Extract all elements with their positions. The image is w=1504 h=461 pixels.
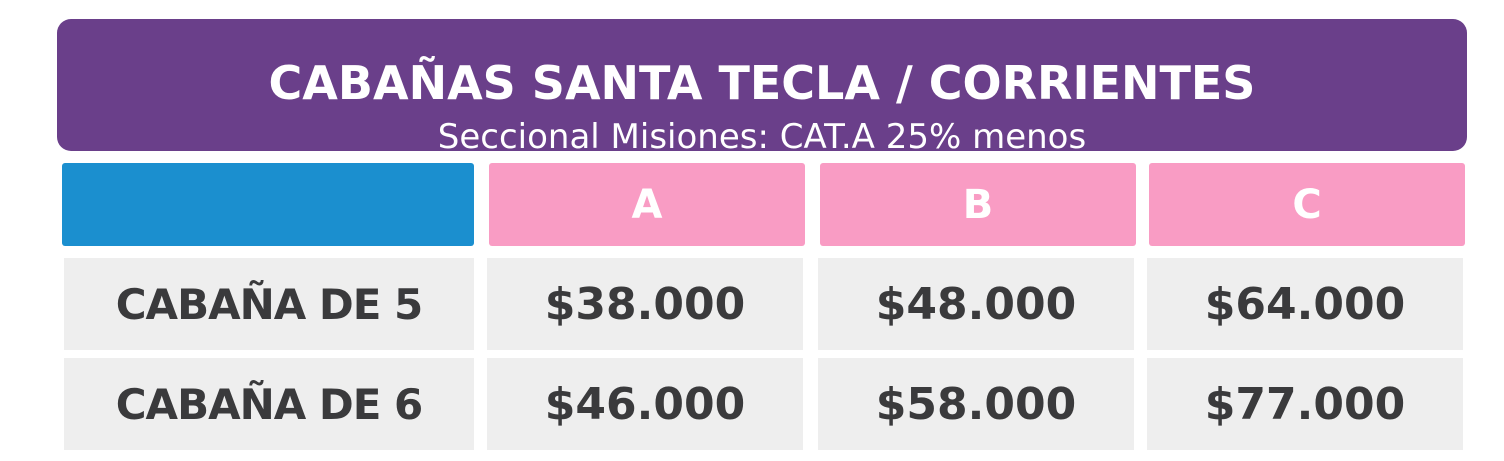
price-cell: $64.000 (1147, 258, 1463, 350)
price-cell: $48.000 (818, 258, 1134, 350)
table-corner-cell (62, 163, 474, 246)
price-cell: $38.000 (487, 258, 803, 350)
row-label-cabana-5: CABAÑA DE 5 (64, 258, 474, 350)
page-title: CABAÑAS SANTA TECLA / CORRIENTES (268, 56, 1256, 110)
price-cell: $46.000 (487, 358, 803, 450)
price-cell: $58.000 (818, 358, 1134, 450)
row-label-cabana-6: CABAÑA DE 6 (64, 358, 474, 450)
column-header-b: B (820, 163, 1136, 246)
column-header-c: C (1149, 163, 1465, 246)
header-banner: CABAÑAS SANTA TECLA / CORRIENTES Seccion… (57, 19, 1467, 157)
page-subtitle: Seccional Misiones: CAT.A 25% menos (437, 117, 1087, 157)
column-header-a: A (489, 163, 805, 246)
price-cell: $77.000 (1147, 358, 1463, 450)
